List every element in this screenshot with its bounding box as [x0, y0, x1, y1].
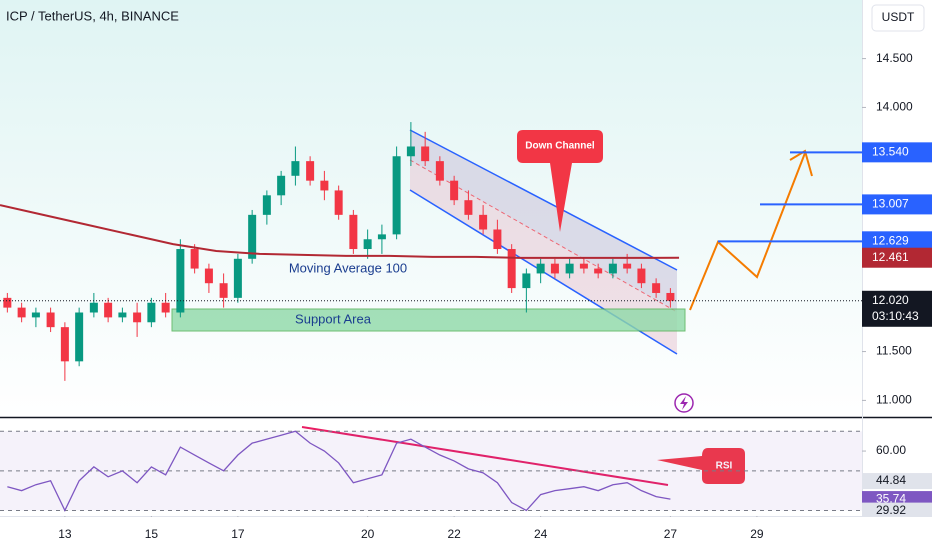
candle-body: [392, 156, 401, 235]
candle-body: [133, 312, 142, 323]
currency-button[interactable]: [871, 4, 925, 32]
price-marker: [862, 142, 932, 163]
countdown: 03:10:43: [872, 309, 919, 323]
channel-upper: [409, 129, 678, 271]
y-tick-label: 14.500: [876, 51, 913, 65]
support-area: [171, 308, 686, 332]
candle-body: [637, 268, 646, 284]
rsi-line: [7, 430, 671, 512]
candle-body: [652, 283, 661, 293]
price-marker: [862, 194, 932, 215]
support-label: Support Area: [295, 311, 372, 326]
projection-arrowhead: [789, 149, 813, 177]
time-axis: [0, 517, 932, 550]
candle-body: [204, 268, 213, 284]
candle-body: [219, 283, 228, 298]
rsi-band: [0, 431, 862, 511]
rsi-marker: [862, 502, 932, 519]
candle-body: [75, 312, 84, 362]
candle-body: [421, 146, 430, 162]
rsi-trendline: [301, 426, 669, 486]
price-marker: [862, 247, 932, 268]
candle-body: [579, 263, 588, 269]
candle-body: [363, 239, 372, 250]
rsi-marker-label: 29.92: [876, 503, 906, 517]
x-tick-label: 24: [534, 527, 548, 541]
projection-path: [689, 152, 806, 311]
rsi-marker: [862, 473, 932, 490]
candle-body: [565, 263, 574, 274]
price-marker-label: 12.461: [872, 250, 909, 264]
rsi-tick-label: 60.00: [876, 443, 906, 457]
candle-body: [248, 214, 257, 259]
candle-body: [464, 200, 473, 215]
candle-body: [3, 297, 12, 308]
price-marker-label: 12.020: [872, 293, 909, 307]
candle-body: [320, 180, 329, 191]
candle-body: [450, 180, 459, 201]
candle-body: [666, 292, 675, 301]
candle-body: [349, 214, 358, 250]
chart-title: ICP / TetherUS, 4h, BINANCE: [6, 8, 179, 23]
x-tick-label: 29: [750, 527, 764, 541]
rsi-callout: [657, 448, 745, 484]
y-tick-label: 14.000: [876, 100, 913, 114]
candle-body: [161, 302, 170, 313]
x-tick-label: 15: [145, 527, 159, 541]
candle-body: [306, 161, 315, 181]
price-marker-label: 13.007: [872, 197, 909, 211]
price-marker-label: 12.629: [872, 233, 909, 247]
moving-average: [0, 204, 680, 259]
candle-body: [176, 249, 185, 313]
x-tick-label: 13: [58, 527, 72, 541]
candle-body: [89, 302, 98, 313]
candle-body: [493, 229, 502, 250]
currency-button-label[interactable]: USDT: [882, 10, 915, 24]
candle-body: [60, 327, 69, 362]
main-pane: [0, 0, 862, 417]
y-tick-label: 11.500: [876, 344, 912, 358]
candle-body: [190, 249, 199, 269]
rsi-callout-label: RSI: [716, 461, 733, 472]
x-tick-label: 17: [231, 527, 245, 541]
x-tick-label: 22: [447, 527, 461, 541]
candle-body: [291, 161, 300, 176]
candle-body: [17, 307, 26, 318]
down-channel-callout: [517, 130, 603, 232]
x-tick-label: 27: [664, 527, 678, 541]
candle-body: [262, 195, 271, 215]
x-tick-label: 20: [361, 527, 375, 541]
candle-body: [406, 146, 415, 157]
event-icon-bolt: [680, 396, 688, 410]
price-marker-label: 13.540: [872, 145, 909, 159]
rsi-marker-label: 35.74: [876, 491, 906, 505]
price-marker: [862, 290, 932, 327]
ma-label: Moving Average 100: [289, 260, 407, 275]
candle-body: [435, 161, 444, 181]
candle-body: [277, 175, 286, 196]
candle-body: [550, 263, 559, 274]
rsi-marker-label: 44.84: [876, 473, 906, 487]
down-channel-label: Down Channel: [525, 141, 595, 152]
candle-body: [118, 312, 127, 318]
candle-body: [104, 302, 113, 318]
price-marker: [862, 231, 932, 252]
candle-body: [377, 234, 386, 240]
candle-body: [46, 312, 55, 328]
y-tick-label: 11.000: [876, 393, 912, 407]
candle-body: [31, 312, 40, 318]
candle-body: [507, 249, 516, 289]
candle-body: [522, 273, 531, 289]
candle-body: [594, 268, 603, 274]
channel-fill: [410, 130, 677, 354]
candle-body: [233, 258, 242, 298]
candle-body: [334, 190, 343, 215]
candle-body: [479, 214, 488, 230]
candle-body: [536, 263, 545, 274]
candle-body: [147, 302, 156, 323]
candle-body: [608, 263, 617, 274]
candle-body: [623, 263, 632, 269]
